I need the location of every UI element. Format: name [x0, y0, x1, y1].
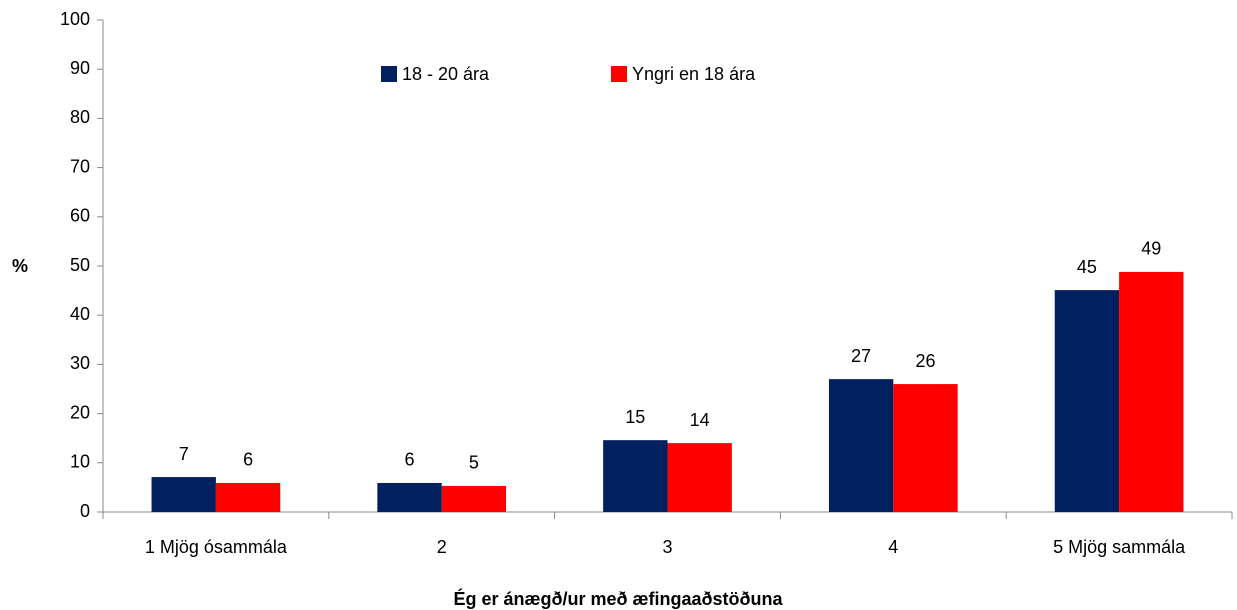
- y-tick-label: 50: [70, 255, 90, 275]
- bar: [603, 440, 668, 512]
- bar: [1054, 290, 1120, 512]
- x-tick-label: 1 Mjög ósammála: [145, 537, 288, 557]
- x-axis-title: Ég er ánægð/ur með æfingaaðstöðuna: [453, 588, 783, 609]
- bar: [667, 443, 732, 512]
- data-label: 5: [469, 453, 479, 473]
- bar: [215, 482, 281, 512]
- x-tick-label: 2: [437, 537, 447, 557]
- data-label: 45: [1077, 257, 1097, 277]
- bar: [377, 482, 442, 512]
- y-tick-label: 40: [70, 304, 90, 324]
- bar: [1119, 271, 1184, 512]
- x-tick-label: 3: [662, 537, 672, 557]
- bar: [893, 384, 958, 512]
- y-axis-title: %: [12, 256, 28, 276]
- legend-label: 18 - 20 ára: [402, 64, 490, 84]
- y-tick-label: 70: [70, 156, 90, 176]
- legend-label: Yngri en 18 ára: [632, 64, 756, 84]
- data-label: 6: [405, 450, 415, 470]
- x-tick-label: 5 Mjög sammála: [1053, 537, 1186, 557]
- data-label: 27: [851, 346, 871, 366]
- legend-swatch: [611, 66, 627, 82]
- data-label: 49: [1141, 239, 1161, 259]
- data-label: 7: [179, 444, 189, 464]
- bar: [151, 477, 216, 512]
- bar: [441, 485, 507, 512]
- y-tick-label: 30: [70, 353, 90, 373]
- data-label: 15: [625, 407, 645, 427]
- bar: [828, 379, 894, 512]
- y-tick-label: 90: [70, 58, 90, 78]
- y-tick-label: 60: [70, 206, 90, 226]
- data-label: 6: [243, 450, 253, 470]
- data-label: 14: [690, 410, 710, 430]
- y-tick-label: 20: [70, 402, 90, 422]
- y-tick-label: 80: [70, 107, 90, 127]
- y-tick-label: 10: [70, 452, 90, 472]
- y-tick-label: 0: [80, 501, 90, 521]
- y-tick-label: 100: [60, 9, 90, 29]
- legend-swatch: [381, 66, 397, 82]
- data-label: 26: [915, 351, 935, 371]
- x-tick-label: 4: [888, 537, 898, 557]
